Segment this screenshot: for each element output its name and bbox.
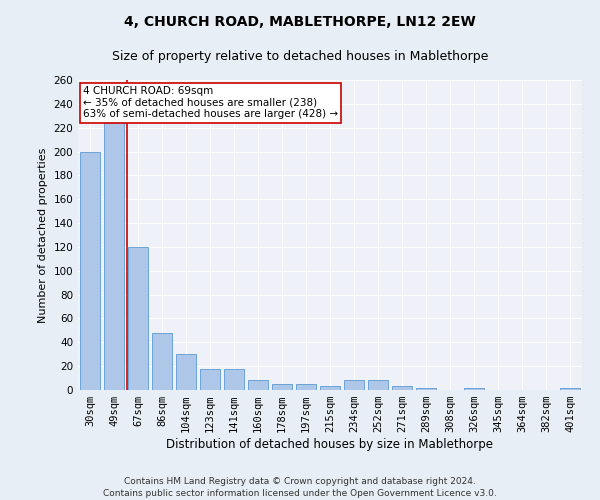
Bar [224,368,244,390]
Bar [344,380,364,390]
Text: Contains HM Land Registry data © Crown copyright and database right 2024.
Contai: Contains HM Land Registry data © Crown c… [103,476,497,498]
Bar [248,380,268,390]
Bar [368,380,388,390]
Bar [176,354,196,390]
Bar [320,386,340,390]
Text: 4, CHURCH ROAD, MABLETHORPE, LN12 2EW: 4, CHURCH ROAD, MABLETHORPE, LN12 2EW [124,15,476,29]
Bar [296,384,316,390]
Text: Size of property relative to detached houses in Mablethorpe: Size of property relative to detached ho… [112,50,488,63]
Y-axis label: Number of detached properties: Number of detached properties [38,148,48,322]
Bar [104,116,124,390]
Bar [392,386,412,390]
Bar [416,388,436,390]
Bar [560,388,580,390]
Bar [152,333,172,390]
Bar [80,152,100,390]
Text: 4 CHURCH ROAD: 69sqm
← 35% of detached houses are smaller (238)
63% of semi-deta: 4 CHURCH ROAD: 69sqm ← 35% of detached h… [83,86,338,120]
Bar [200,368,220,390]
Bar [464,388,484,390]
Bar [272,384,292,390]
X-axis label: Distribution of detached houses by size in Mablethorpe: Distribution of detached houses by size … [167,438,493,451]
Bar [128,247,148,390]
